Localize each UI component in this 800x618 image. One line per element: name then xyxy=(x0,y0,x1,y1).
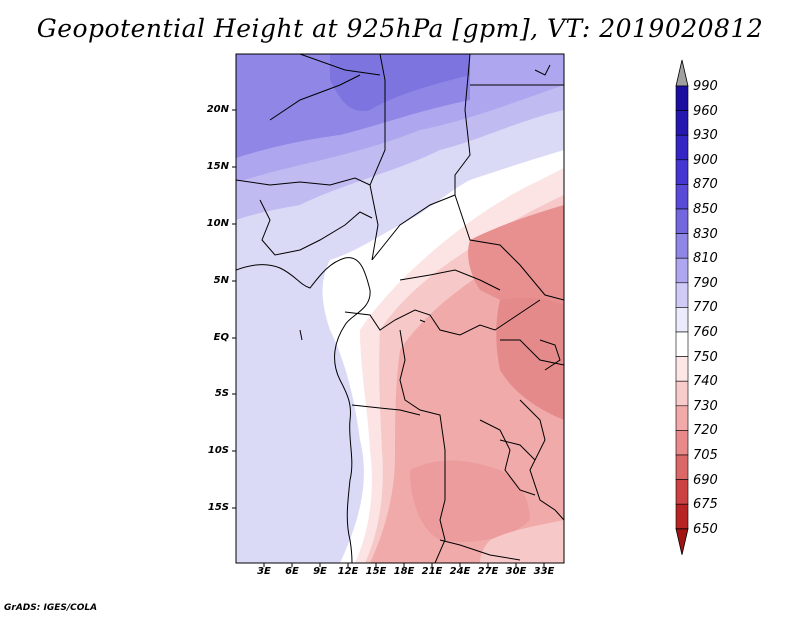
colorbar-label: 990 xyxy=(693,79,718,94)
colorbar-swatch xyxy=(675,184,689,210)
country-borders xyxy=(236,54,564,563)
colorbar-label: 760 xyxy=(693,325,718,340)
colorbar-swatch xyxy=(675,282,689,308)
colorbar-top-arrow xyxy=(675,59,689,87)
colorbar-swatch xyxy=(675,479,689,505)
colorbar-swatch xyxy=(675,233,689,259)
colorbar-label: 870 xyxy=(693,177,718,193)
map-frame xyxy=(235,53,565,564)
geopotential-field xyxy=(236,54,564,563)
colorbar-swatch xyxy=(675,134,689,161)
lat-label: 20N xyxy=(206,104,229,115)
colorbar-swatch xyxy=(675,159,689,185)
colorbar-label: 740 xyxy=(693,374,718,390)
colorbar xyxy=(675,59,689,555)
axis-ticks xyxy=(232,109,545,567)
grads-credit: GrADS: IGES/COLA xyxy=(4,603,98,613)
colorbar-label: 705 xyxy=(693,448,718,463)
lat-label: EQ xyxy=(213,332,229,343)
lat-label: 15N xyxy=(206,161,229,172)
colorbar-label: 770 xyxy=(693,300,718,316)
colorbar-label: 830 xyxy=(693,226,718,242)
colorbar-swatch xyxy=(675,503,689,530)
lon-label: 9E xyxy=(313,566,327,577)
lat-label: 15S xyxy=(207,502,229,513)
lon-label: 30E xyxy=(505,566,527,577)
lon-label: 33E xyxy=(533,566,555,577)
lon-label: 18E xyxy=(393,566,415,577)
colorbar-label: 960 xyxy=(693,103,718,119)
lon-label: 15E xyxy=(365,566,387,577)
colorbar-swatch xyxy=(675,356,689,382)
colorbar-swatch xyxy=(675,454,689,480)
lon-label: 21E xyxy=(421,566,443,577)
colorbar-label: 690 xyxy=(693,472,718,488)
lon-label: 24E xyxy=(449,566,471,577)
colorbar-swatch xyxy=(675,257,689,284)
colorbar-label: 790 xyxy=(693,275,718,291)
colorbar-bottom-arrow xyxy=(675,528,689,555)
lat-label: 10S xyxy=(207,445,229,456)
colorbar-swatch xyxy=(675,380,689,407)
colorbar-swatch xyxy=(675,331,689,357)
colorbar-swatch xyxy=(675,110,689,136)
colorbar-label: 650 xyxy=(693,521,718,537)
lat-label: 5S xyxy=(214,388,229,399)
lon-label: 6E xyxy=(285,566,299,577)
page-title: Geopotential Height at 925hPa [gpm], VT:… xyxy=(36,14,764,43)
colorbar-swatch xyxy=(675,307,689,333)
colorbar-swatch xyxy=(675,430,689,456)
colorbar-label: 730 xyxy=(693,398,718,414)
colorbar-swatch xyxy=(675,405,689,431)
colorbar-label: 750 xyxy=(693,349,718,365)
colorbar-label: 850 xyxy=(693,202,718,217)
lon-label: 3E xyxy=(257,566,271,577)
colorbar-label: 675 xyxy=(693,497,718,513)
colorbar-label: 900 xyxy=(693,152,718,168)
colorbar-swatch xyxy=(675,85,689,111)
lat-label: 10N xyxy=(206,218,229,229)
lon-label: 27E xyxy=(477,566,499,577)
lon-label: 12E xyxy=(337,566,359,577)
colorbar-swatch xyxy=(675,208,689,234)
colorbar-label: 930 xyxy=(693,128,718,144)
lat-label: 5N xyxy=(213,275,229,286)
colorbar-label: 810 xyxy=(693,251,718,267)
colorbar-label: 720 xyxy=(693,423,718,439)
